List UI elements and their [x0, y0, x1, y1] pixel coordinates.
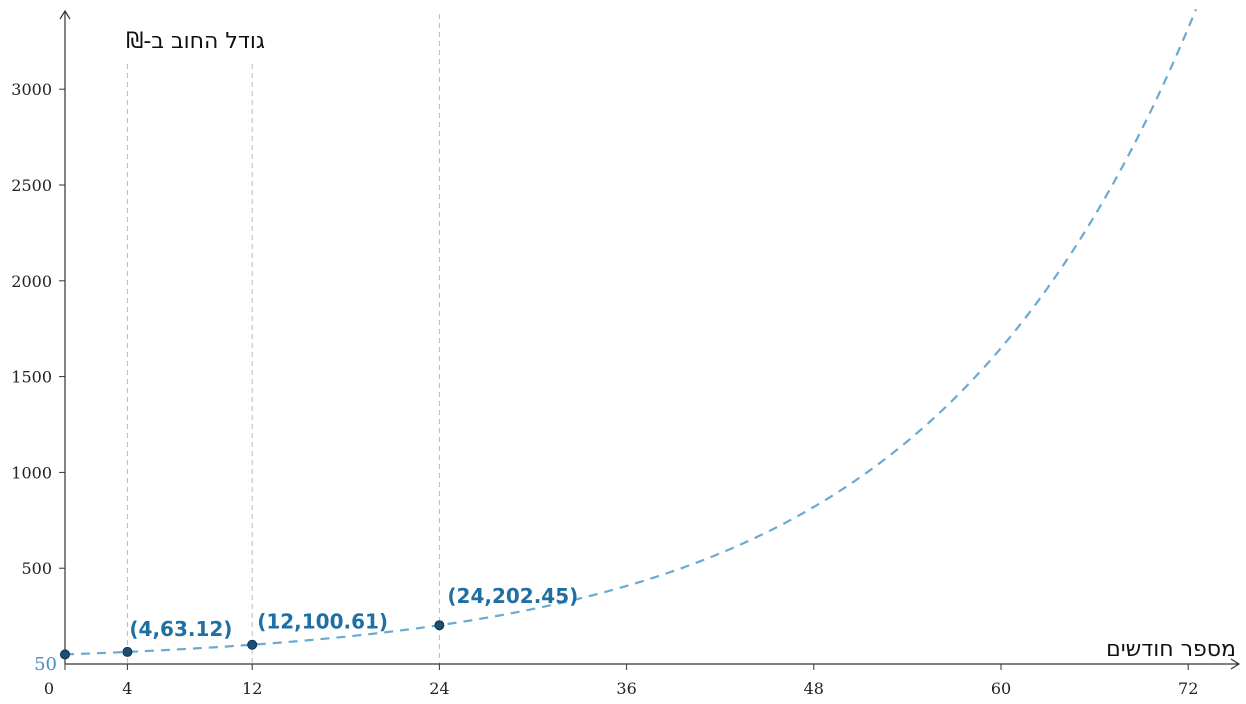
x-axis-arrow — [1230, 658, 1241, 670]
y-intercept-label: 50 — [34, 654, 57, 675]
y-tick-label: 1000 — [11, 463, 52, 482]
x-tick-label: 48 — [804, 679, 824, 698]
x-tick-label: 12 — [242, 679, 262, 698]
data-point-label: (24,202.45) — [447, 584, 578, 608]
x-tick-label: 60 — [991, 679, 1011, 698]
labels-layer: 0 4 12 24 36 48 60 72 500 1000 1500 2000 2500 3000 (4,… — [11, 80, 1198, 698]
x-tick-label: 36 — [616, 679, 636, 698]
data-point — [122, 646, 133, 657]
curve-layer — [64, 8, 1198, 656]
x-tick-label: 72 — [1178, 679, 1198, 698]
x-tick-label: 24 — [429, 679, 449, 698]
data-point — [247, 639, 258, 650]
data-point — [60, 649, 70, 660]
axes — [59, 9, 1241, 670]
y-axis-arrow — [59, 9, 71, 20]
reference-lines — [126, 14, 440, 664]
y-tick-label: 500 — [21, 559, 52, 578]
x-tick-label: 0 — [44, 679, 54, 698]
y-axis-title: גודל החוב ב-₪ — [126, 29, 265, 54]
y-tick-label: 1500 — [11, 368, 52, 387]
data-point-label: (4,63.12) — [129, 617, 232, 641]
y-tick-label: 2500 — [11, 176, 52, 195]
series-curve — [64, 8, 1198, 656]
y-tick-label: 2000 — [11, 272, 52, 291]
x-tick-label: 4 — [122, 679, 132, 698]
x-axis-title: מספר חודשים — [1106, 637, 1236, 662]
points-layer — [60, 620, 445, 660]
data-point — [434, 620, 445, 631]
data-point-label: (12,100.61) — [257, 610, 388, 634]
y-tick-label: 3000 — [11, 80, 52, 99]
